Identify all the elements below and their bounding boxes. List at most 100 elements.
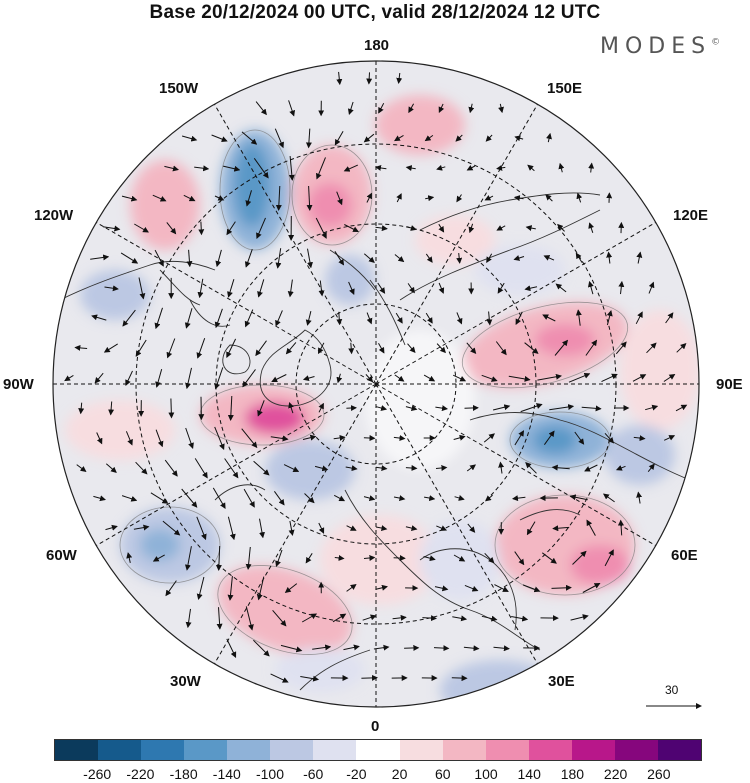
wind-arrow: [198, 221, 205, 236]
colorbar-tick-label: 260: [647, 766, 671, 782]
wind-arrow: [483, 433, 495, 443]
lon-label-bottom: 0: [371, 718, 380, 735]
wind-arrow: [514, 551, 525, 566]
wind-arrow: [224, 458, 239, 479]
colorbar-tick-label: -60: [303, 766, 324, 782]
wind-arrow: [245, 546, 252, 570]
wind-arrow: [646, 342, 657, 354]
wind-arrow: [363, 495, 376, 501]
wind-arrow: [214, 367, 224, 390]
wind-arrow: [456, 194, 463, 203]
wind-arrow: [166, 338, 176, 359]
wind-arrow: [405, 405, 418, 412]
wind-arrow: [484, 194, 494, 201]
colorbar-swatch: [442, 740, 486, 760]
wind-arrow: [272, 609, 287, 627]
wind-arrow: [588, 162, 595, 173]
brand-logo: MODES©: [600, 34, 721, 59]
wind-arrow: [423, 555, 436, 562]
lon-label-150w: 150W: [159, 80, 199, 97]
wind-arrow: [455, 134, 463, 142]
wind-arrow: [211, 134, 228, 142]
wind-arrow: [181, 488, 198, 508]
wind-arrow: [648, 281, 655, 294]
wind-arrow: [122, 309, 136, 327]
lon-label-60e: 60E: [671, 547, 698, 564]
wind-arrow: [74, 344, 88, 351]
wind-arrow: [274, 128, 284, 149]
wind-arrow: [575, 309, 582, 326]
wind-arrow: [361, 674, 378, 681]
wind-arrow: [259, 518, 265, 539]
wind-arrow: [569, 494, 588, 501]
wind-arrow: [393, 495, 406, 502]
wind-arrow: [271, 374, 287, 382]
wind-arrow: [456, 253, 463, 264]
wind-arrow: [545, 194, 553, 202]
wind-arrow: [452, 615, 468, 622]
wind-arrow: [366, 312, 373, 325]
wind-arrow: [227, 516, 236, 541]
wind-arrow: [256, 576, 265, 601]
wind-arrow: [348, 281, 355, 296]
wind-arrow: [481, 374, 498, 382]
wind-arrow: [524, 285, 538, 292]
wind-arrow: [256, 217, 266, 240]
wind-arrow: [334, 554, 345, 561]
lon-label-60w: 60W: [46, 547, 77, 564]
wind-arrow: [525, 461, 537, 474]
wind-arrow: [405, 525, 418, 532]
wind-arrow: [366, 192, 372, 203]
colorbar-swatch: [356, 740, 400, 760]
wind-arrow: [125, 370, 133, 387]
wind-arrow: [405, 165, 416, 172]
wind-arrow: [255, 101, 267, 116]
wind-arrow: [120, 252, 139, 264]
wind-arrow: [126, 552, 133, 564]
wind-arrow: [345, 465, 358, 472]
colorbar-swatch: [270, 740, 314, 760]
wind-arrow: [375, 225, 388, 232]
wind-arrow: [424, 134, 434, 142]
wind-arrow: [363, 253, 375, 263]
wind-vectors: [64, 71, 688, 683]
wind-arrow: [436, 343, 446, 354]
wind-arrow: [135, 461, 148, 475]
wind-arrow: [104, 285, 119, 292]
map-disc: [53, 61, 699, 707]
wind-arrow: [406, 225, 417, 231]
wind-arrow: [436, 164, 446, 171]
wind-arrow: [378, 102, 385, 114]
wind-arrow: [194, 165, 210, 172]
wind-arrow: [522, 584, 541, 593]
wind-arrow: [154, 307, 163, 330]
wind-arrow: [152, 194, 167, 202]
wind-arrow: [121, 195, 138, 202]
wind-arrow: [76, 464, 87, 473]
wind-arrow: [133, 524, 150, 531]
wind-arrow: [498, 461, 505, 474]
wind-arrow: [222, 165, 241, 172]
wind-arrow: [520, 403, 543, 413]
wind-arrow: [165, 580, 177, 597]
wind-arrow: [257, 279, 265, 298]
wind-arrow: [375, 164, 387, 171]
wind-arrow: [635, 311, 643, 325]
colorbar-tick-label: -140: [212, 766, 241, 782]
lon-label-30w: 30W: [170, 673, 201, 690]
wind-arrow: [245, 606, 254, 631]
wind-arrow: [508, 375, 531, 382]
wind-arrow: [305, 128, 312, 149]
wind-arrow: [601, 373, 618, 383]
wind-arrow: [554, 339, 569, 356]
wind-arrow: [527, 164, 535, 172]
wind-arrow: [318, 402, 324, 413]
wind-arrow: [307, 248, 313, 269]
wind-arrow: [513, 195, 524, 202]
wind-arrow: [164, 165, 179, 172]
wind-arrow: [464, 584, 479, 592]
wind-arrow: [343, 164, 359, 172]
wind-arrow: [363, 554, 376, 561]
wind-arrow: [302, 375, 315, 382]
wind-arrow: [481, 615, 498, 622]
